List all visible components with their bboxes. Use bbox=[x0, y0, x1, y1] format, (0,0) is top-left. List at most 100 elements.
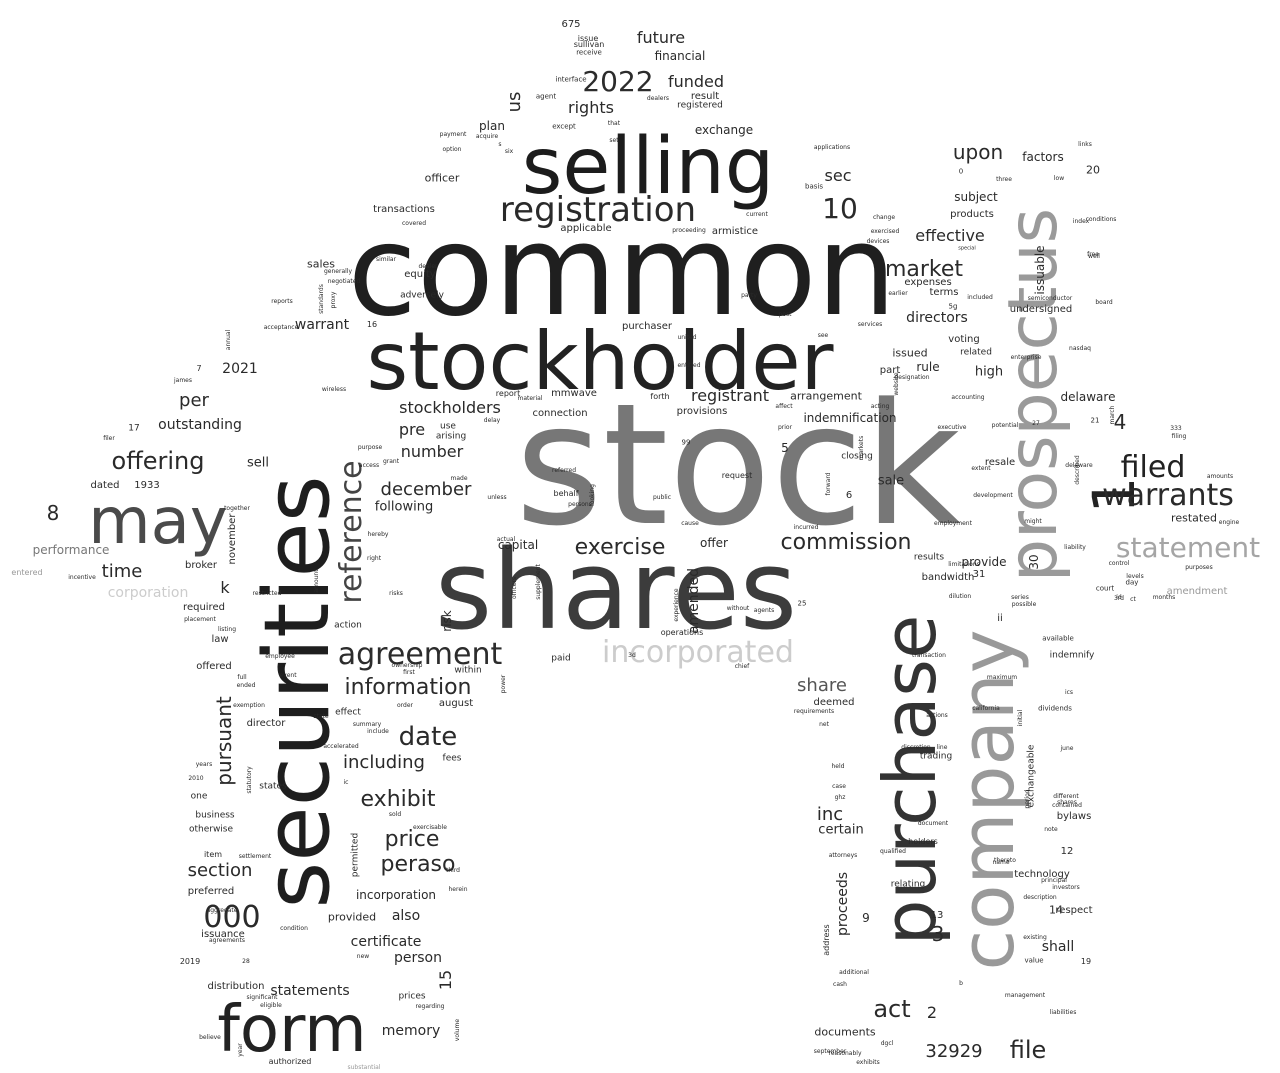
word-possible: possible bbox=[1011, 601, 1037, 608]
word-2019: 2019 bbox=[179, 957, 201, 966]
word-registrant: registrant bbox=[690, 386, 770, 405]
word-actions: actions bbox=[926, 712, 948, 719]
word-armistice: armistice bbox=[711, 226, 759, 237]
word-28: 28 bbox=[242, 958, 250, 965]
word-reasonably: reasonably bbox=[828, 1050, 862, 1057]
word-generally: generally bbox=[323, 268, 353, 275]
word-upon: upon bbox=[952, 140, 1004, 164]
word-summary: summary bbox=[352, 721, 382, 728]
word-forth: forth bbox=[650, 392, 670, 401]
word-rule: rule bbox=[916, 360, 940, 374]
word-warrants: warrants bbox=[1102, 478, 1234, 513]
word-1933: 1933 bbox=[134, 480, 160, 491]
word-include: include bbox=[367, 728, 389, 735]
word-2010: 2010 bbox=[188, 775, 204, 782]
word-receive: receive bbox=[576, 48, 602, 57]
word-27: 27 bbox=[1032, 420, 1040, 427]
word-agreement: agreement bbox=[337, 637, 503, 672]
word-distribution: distribution bbox=[207, 981, 265, 992]
word-us: us bbox=[504, 91, 525, 113]
word-annual: annual bbox=[225, 329, 232, 351]
word-prices: prices bbox=[398, 991, 426, 1002]
word-3rd: 3rd bbox=[1114, 595, 1124, 602]
word-following: following bbox=[374, 499, 434, 515]
word-regarding: regarding bbox=[415, 1003, 445, 1010]
word-17: 17 bbox=[128, 423, 140, 434]
word-file: file bbox=[1009, 1036, 1047, 1064]
word-conditions: conditions bbox=[1085, 216, 1117, 223]
word-dgcl: dgcl bbox=[880, 1040, 894, 1047]
word-part: part bbox=[879, 365, 901, 376]
word-nasdaq: nasdaq bbox=[1069, 345, 1091, 352]
word-covered: covered bbox=[401, 220, 427, 227]
word-chief: chief bbox=[734, 663, 750, 670]
word-hereby: hereby bbox=[367, 531, 389, 538]
word-person: person bbox=[394, 950, 442, 966]
word-officers: officers bbox=[511, 576, 518, 600]
word-payment: payment bbox=[439, 131, 467, 138]
word-november: november bbox=[227, 513, 238, 565]
word-substantial: substantial bbox=[347, 1064, 381, 1071]
word-transactions: transactions bbox=[373, 204, 435, 215]
word-links: links bbox=[1078, 141, 1092, 148]
word-well: well bbox=[1088, 253, 1100, 260]
word-provisions: provisions bbox=[676, 406, 728, 417]
word-investors: investors bbox=[1052, 884, 1080, 891]
word-rights: rights bbox=[568, 98, 614, 117]
word-exhibit: exhibit bbox=[360, 787, 436, 812]
word-purposes: purposes bbox=[1185, 564, 1213, 571]
word-risks: risks bbox=[389, 590, 403, 597]
word-sell: sell bbox=[247, 455, 269, 471]
word-cash: cash bbox=[833, 981, 847, 988]
word-agent: agent bbox=[535, 92, 557, 101]
word-services: services bbox=[857, 321, 883, 328]
word-99: 99 bbox=[681, 438, 691, 447]
word-exhibits: exhibits bbox=[856, 1059, 880, 1066]
word-000: 000 bbox=[203, 900, 261, 935]
word-free: free bbox=[1087, 251, 1099, 258]
word-risk: risk bbox=[440, 610, 454, 632]
word-held: held bbox=[831, 763, 845, 770]
word-3d: 3d bbox=[628, 652, 636, 659]
word-law: law bbox=[211, 634, 229, 645]
word-qualified: qualified bbox=[880, 848, 906, 855]
word-exemption: exemption bbox=[233, 702, 265, 709]
word-states: states bbox=[259, 781, 287, 792]
word-behalf: behalf bbox=[553, 489, 579, 498]
word-statement: statement bbox=[1115, 531, 1261, 564]
word-incorporated: incorporated bbox=[602, 635, 794, 670]
word-information: information bbox=[344, 675, 472, 700]
word-restated: restated bbox=[1171, 511, 1217, 525]
word-provide: provide bbox=[961, 555, 1007, 569]
word-united: united bbox=[677, 334, 697, 341]
word-significant: significant bbox=[246, 994, 278, 1001]
word-march: march bbox=[1109, 405, 1116, 425]
word-use: use bbox=[440, 421, 456, 432]
word-public: public bbox=[652, 494, 672, 501]
word-10: 10 bbox=[822, 192, 858, 225]
word-made: made bbox=[450, 475, 468, 482]
word-share: share bbox=[797, 675, 847, 696]
word-incentive: incentive bbox=[68, 574, 96, 581]
word-common: common bbox=[347, 197, 897, 344]
word-connection: connection bbox=[532, 408, 588, 419]
word-sales: sales bbox=[306, 257, 336, 271]
word-mmwave: mmwave bbox=[551, 388, 597, 399]
word-volume: volume bbox=[454, 1018, 461, 1042]
word-agreements: agreements bbox=[208, 937, 246, 944]
word-high: high bbox=[974, 364, 1004, 380]
word-price: price bbox=[384, 827, 440, 852]
word-number: number bbox=[400, 442, 464, 461]
word-0: 0 bbox=[958, 167, 964, 176]
word-net: net bbox=[819, 721, 829, 728]
word-line: line bbox=[936, 744, 948, 751]
word-cause: cause bbox=[681, 520, 699, 527]
word-25: 25 bbox=[797, 599, 807, 608]
word-dilution: dilution bbox=[948, 593, 972, 600]
word-liabilities: liabilities bbox=[1049, 1009, 1077, 1016]
word-purchase: purchase bbox=[868, 614, 952, 946]
word-different: different bbox=[1053, 793, 1079, 800]
word-request: request bbox=[721, 471, 753, 480]
word-effect: effect bbox=[335, 707, 361, 718]
